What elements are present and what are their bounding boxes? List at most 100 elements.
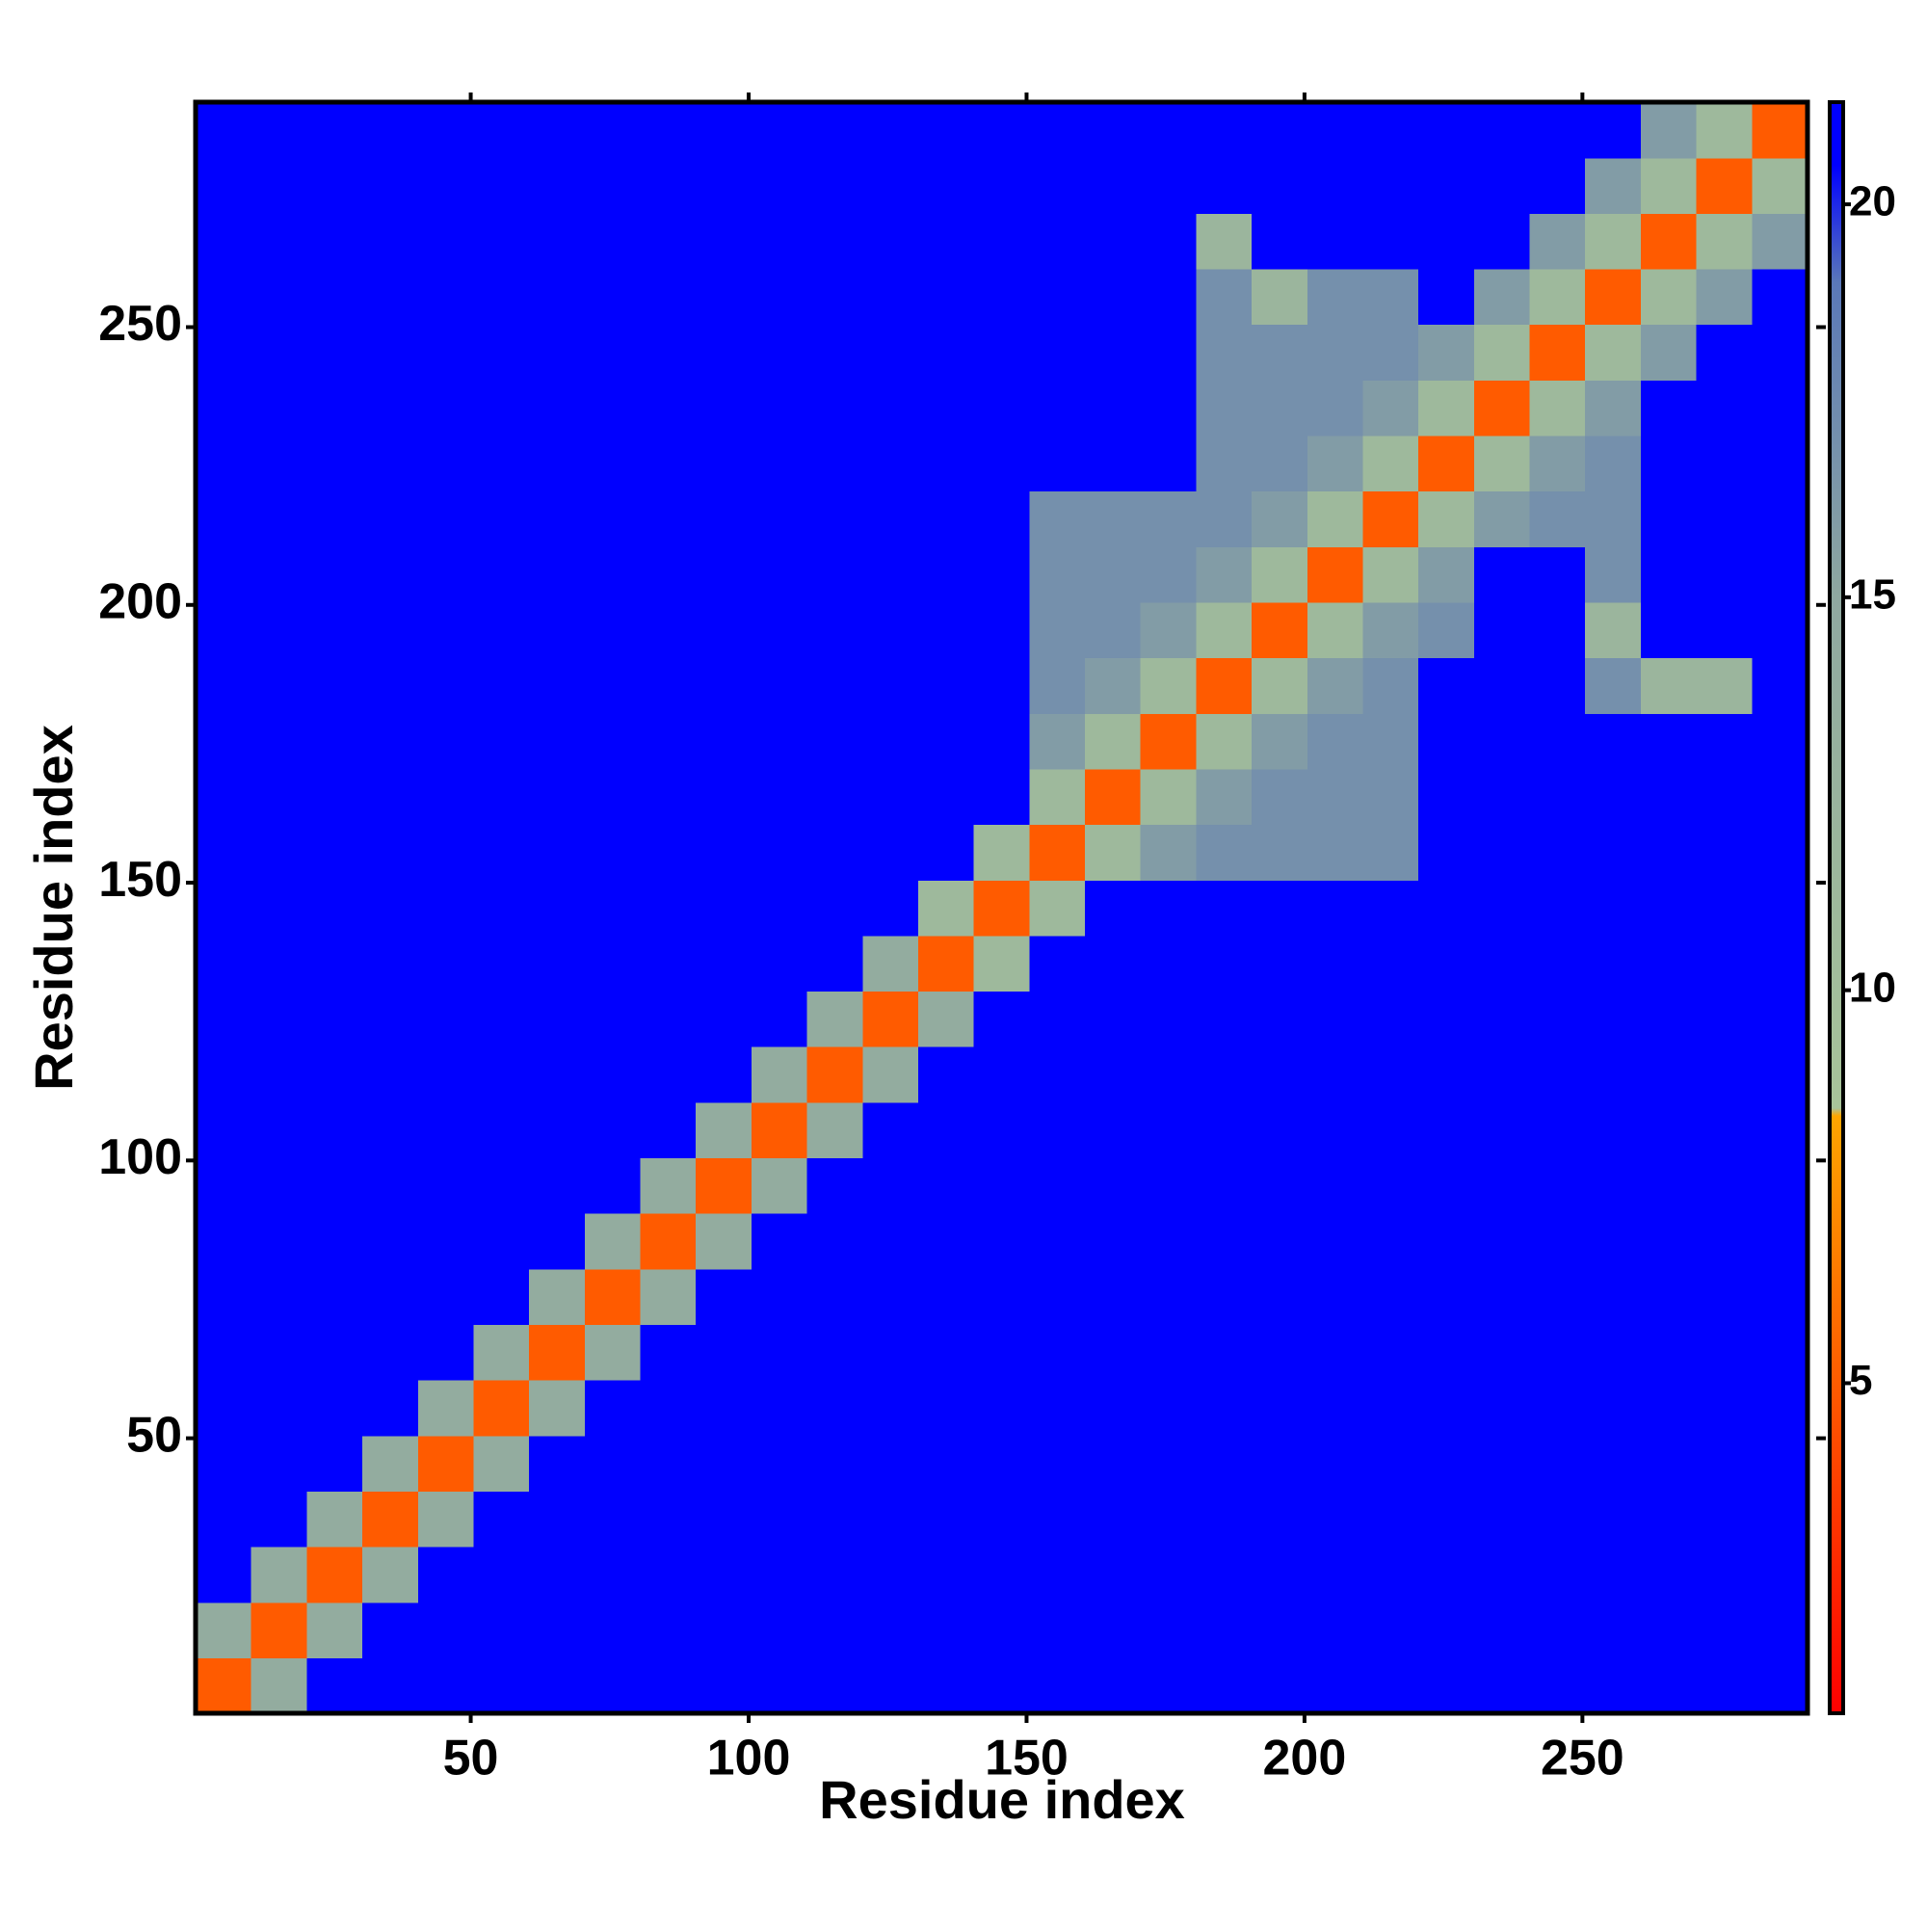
heatmap-cell	[1196, 102, 1253, 159]
heatmap-cell	[1196, 1601, 1253, 1658]
heatmap-cell	[1418, 490, 1475, 547]
heatmap-cell	[1418, 1324, 1475, 1381]
heatmap-cell	[1252, 1157, 1308, 1214]
heatmap-cell	[362, 490, 419, 547]
heatmap-cell	[973, 1657, 1030, 1714]
heatmap-cell	[696, 268, 752, 326]
heatmap-cell	[1418, 935, 1475, 992]
heatmap-cell	[1307, 1491, 1364, 1548]
heatmap-cell	[584, 268, 642, 326]
heatmap-cell	[640, 1324, 697, 1381]
heatmap-cell	[1307, 880, 1364, 937]
heatmap-cell	[1529, 268, 1586, 326]
heatmap-cell	[584, 1380, 642, 1437]
heatmap-cell	[584, 1101, 642, 1159]
heatmap-cell	[1418, 1213, 1475, 1270]
heatmap-cell	[473, 1157, 530, 1214]
heatmap-cell	[862, 102, 919, 159]
heatmap-cell	[1029, 435, 1086, 492]
heatmap-cell	[1529, 213, 1586, 270]
heatmap-cell	[751, 490, 808, 547]
heatmap-cell	[1140, 1435, 1198, 1492]
heatmap-cell	[1252, 768, 1308, 826]
heatmap-cell	[1473, 1547, 1531, 1603]
heatmap-cell	[1418, 546, 1475, 603]
heatmap-cell	[862, 1435, 919, 1492]
heatmap-cell	[1307, 1547, 1364, 1603]
heatmap-cell	[1140, 1657, 1198, 1714]
heatmap-cell	[640, 935, 697, 992]
heatmap-cell	[917, 768, 975, 826]
heatmap-cell	[973, 824, 1030, 881]
heatmap-cell	[473, 1101, 530, 1159]
heatmap-cell	[1696, 657, 1753, 714]
x-tick-label: 100	[707, 1731, 791, 1786]
heatmap-cell	[417, 380, 475, 437]
heatmap-cell	[973, 1101, 1030, 1159]
heatmap-cell	[1140, 213, 1198, 270]
heatmap-cell	[696, 1213, 752, 1270]
heatmap-cell	[306, 768, 363, 826]
heatmap-cell	[1307, 268, 1364, 326]
heatmap-cell	[751, 713, 808, 770]
heatmap-cell	[917, 1157, 975, 1214]
heatmap-cell	[1029, 268, 1086, 326]
heatmap-cell	[473, 1213, 530, 1270]
heatmap-cell	[529, 657, 586, 714]
heatmap-cell	[362, 324, 419, 381]
heatmap-cell	[1085, 1601, 1142, 1658]
heatmap-cell	[306, 824, 363, 881]
heatmap-cell	[473, 713, 530, 770]
heatmap-cell	[1140, 824, 1198, 881]
heatmap-cell	[1252, 1547, 1308, 1603]
heatmap-cell	[196, 1601, 252, 1658]
heatmap-cell	[1362, 324, 1419, 381]
heatmap-cell	[1140, 880, 1198, 937]
heatmap-cell	[1696, 213, 1753, 270]
heatmap-cell	[1307, 1435, 1364, 1492]
heatmap-cell	[1307, 546, 1364, 603]
heatmap-cell	[1196, 1547, 1253, 1603]
heatmap-cell	[529, 268, 586, 326]
heatmap-cell	[1529, 1657, 1586, 1714]
heatmap-cell	[862, 601, 919, 659]
heatmap-cell	[1529, 1046, 1586, 1103]
heatmap-cell	[973, 1157, 1030, 1214]
heatmap-cell	[529, 546, 586, 603]
heatmap-cell	[640, 435, 697, 492]
heatmap-cell	[751, 991, 808, 1047]
heatmap-cell	[584, 380, 642, 437]
heatmap-cell	[917, 1547, 975, 1603]
x-axis-title: Residue index	[819, 1769, 1185, 1830]
heatmap-cell	[1752, 546, 1808, 603]
heatmap-cell	[1196, 1491, 1253, 1548]
heatmap-cell	[917, 1601, 975, 1658]
heatmap-cell	[640, 768, 697, 826]
heatmap-cell	[1029, 824, 1086, 881]
heatmap-cell	[196, 157, 252, 214]
heatmap-cell	[806, 824, 863, 881]
heatmap-cell	[1196, 1380, 1253, 1437]
heatmap-cell	[1140, 1491, 1198, 1548]
heatmap-cell	[529, 601, 586, 659]
heatmap-cell	[1585, 1101, 1642, 1159]
heatmap-cell	[1362, 268, 1419, 326]
heatmap-cell	[1362, 1547, 1419, 1603]
heatmap-cell	[1418, 157, 1475, 214]
heatmap-cell	[917, 324, 975, 381]
heatmap-cell	[251, 657, 307, 714]
heatmap-cell	[362, 601, 419, 659]
heatmap-cell	[1585, 324, 1642, 381]
heatmap-cell	[1029, 1601, 1086, 1658]
heatmap-cell	[1252, 991, 1308, 1047]
heatmap-cell	[1640, 880, 1698, 937]
heatmap-cell	[1640, 1491, 1698, 1548]
heatmap-cell	[1752, 1601, 1808, 1658]
heatmap-cell	[584, 213, 642, 270]
heatmap-cell	[362, 880, 419, 937]
heatmap-cell	[196, 1157, 252, 1214]
heatmap-cell	[806, 935, 863, 992]
heatmap-cell	[196, 601, 252, 659]
heatmap-cell	[917, 1657, 975, 1714]
heatmap-cell	[306, 1101, 363, 1159]
